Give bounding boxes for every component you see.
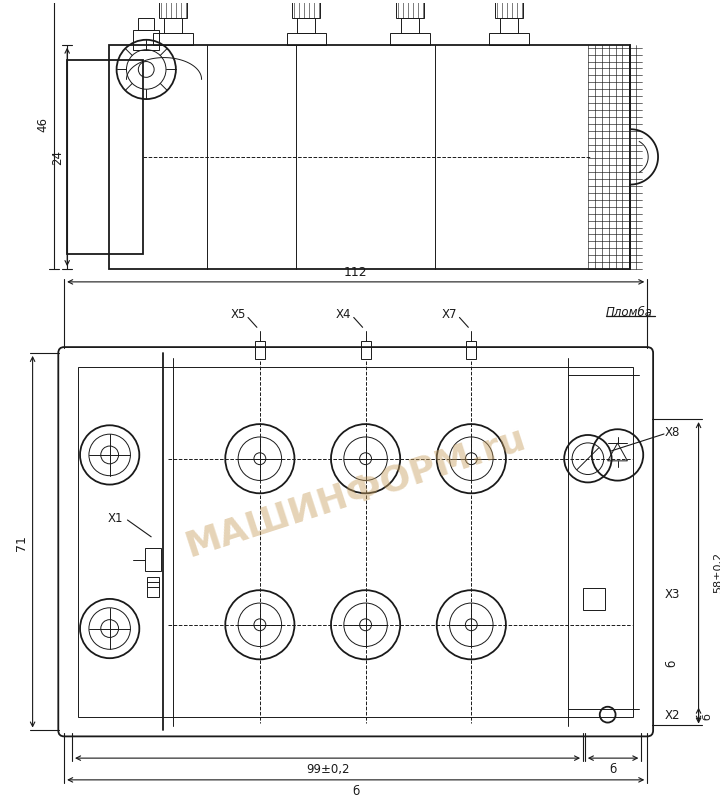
Text: 24: 24 bbox=[51, 150, 64, 165]
Bar bbox=[495, 2, 523, 19]
Bar bbox=[255, 342, 265, 360]
Text: 58±0,2: 58±0,2 bbox=[714, 552, 720, 593]
Bar bbox=[361, 342, 371, 360]
Bar bbox=[583, 589, 605, 610]
Text: 46: 46 bbox=[36, 116, 49, 132]
Bar bbox=[153, 34, 193, 46]
Text: X1: X1 bbox=[108, 511, 123, 524]
Bar bbox=[297, 19, 315, 34]
Text: б: б bbox=[609, 763, 617, 776]
Text: X7: X7 bbox=[442, 308, 457, 320]
Bar bbox=[396, 2, 424, 19]
Bar bbox=[147, 577, 159, 597]
Bar bbox=[145, 548, 161, 572]
Bar bbox=[297, 0, 315, 2]
Bar bbox=[401, 19, 419, 34]
Bar bbox=[138, 19, 154, 31]
Bar bbox=[164, 0, 182, 2]
Text: X5: X5 bbox=[230, 308, 246, 320]
Bar bbox=[401, 0, 419, 2]
Bar bbox=[390, 34, 430, 46]
Text: 71: 71 bbox=[15, 534, 28, 550]
Text: МАШИНФОРМ.ru: МАШИНФОРМ.ru bbox=[181, 421, 530, 563]
Text: 112: 112 bbox=[344, 265, 367, 278]
Bar bbox=[78, 368, 634, 717]
Text: X4: X4 bbox=[336, 308, 351, 320]
Bar bbox=[159, 2, 186, 19]
Text: б: б bbox=[352, 785, 359, 797]
Bar bbox=[164, 19, 182, 34]
Bar bbox=[500, 0, 518, 2]
Text: б: б bbox=[703, 712, 713, 719]
Text: 99±0,2: 99±0,2 bbox=[306, 763, 349, 776]
Bar bbox=[109, 46, 631, 270]
Text: б: б bbox=[665, 659, 678, 666]
Bar bbox=[67, 60, 143, 255]
Text: X8: X8 bbox=[665, 425, 680, 438]
Bar bbox=[467, 342, 476, 360]
Bar bbox=[133, 31, 159, 51]
Bar bbox=[500, 19, 518, 34]
Bar bbox=[489, 34, 528, 46]
Bar bbox=[287, 34, 326, 46]
Text: X3: X3 bbox=[665, 587, 680, 600]
Bar bbox=[292, 2, 320, 19]
Text: X2: X2 bbox=[665, 708, 680, 721]
Text: Пломба: Пломба bbox=[606, 306, 653, 319]
